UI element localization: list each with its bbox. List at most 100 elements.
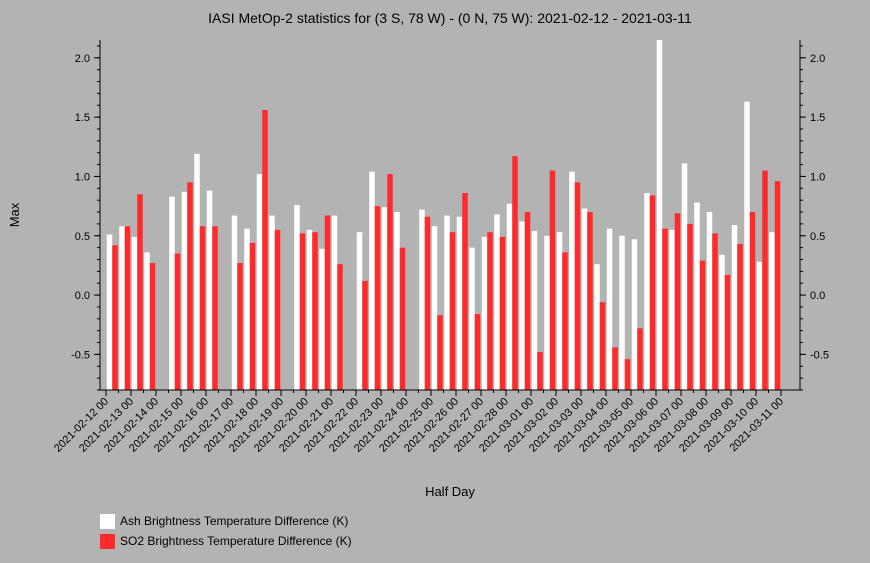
- ash-bar-17: [319, 248, 325, 390]
- y-tick-label-right: 0.0: [810, 290, 825, 302]
- so2-bar-21: [374, 206, 381, 390]
- ash-bar-25: [419, 209, 425, 390]
- ash-bar-39: [594, 264, 600, 390]
- so2-bar-51: [749, 212, 756, 390]
- so2-bar-52: [762, 170, 768, 390]
- so2-bar-40: [612, 347, 618, 390]
- ash-bar-18: [331, 215, 338, 390]
- so2-bar-26: [437, 315, 443, 390]
- so2-bar-45: [674, 213, 681, 390]
- ash-bar-32: [506, 203, 513, 390]
- ash-bar-38: [581, 208, 588, 390]
- ash-bar-45: [669, 229, 675, 390]
- so2-bar-11: [249, 242, 256, 390]
- ash-bar-30: [481, 236, 488, 390]
- so2-bar-39: [599, 302, 606, 390]
- so2-bar-28: [462, 193, 468, 390]
- ash-bar-13: [269, 215, 275, 390]
- ash-bar-8: [206, 190, 213, 390]
- legend-item-so2: SO2 Brightness Temperature Difference (K…: [100, 531, 352, 551]
- so2-bar-36: [562, 252, 568, 390]
- ash-bar-44: [656, 40, 663, 390]
- y-tick-label-left: -0.5: [71, 349, 90, 361]
- ash-bar-23: [394, 212, 400, 390]
- so2-bar-49: [724, 274, 731, 390]
- so2-bar-6: [187, 182, 193, 390]
- axes-layer: [99, 40, 801, 391]
- so2-bar-16: [312, 232, 318, 390]
- ash-bar-12: [256, 174, 263, 390]
- legend-item-ash: Ash Brightness Temperature Difference (K…: [100, 511, 352, 531]
- so2-bar-34: [537, 352, 543, 390]
- so2-bar-29: [474, 314, 481, 390]
- ash-bar-35: [544, 235, 550, 390]
- ash-bar-48: [706, 212, 713, 390]
- ash-bar-29: [469, 247, 475, 390]
- so2-bar-27: [449, 232, 456, 390]
- so2-bar-8: [212, 226, 218, 390]
- ash-bar-26: [431, 226, 438, 390]
- ash-bar-21: [369, 171, 375, 390]
- so2-bar-3: [149, 263, 156, 390]
- legend: Ash Brightness Temperature Difference (K…: [100, 511, 352, 551]
- ash-bar-46: [681, 163, 688, 390]
- legend-swatch-ash: [100, 513, 115, 529]
- ash-bar-37: [569, 171, 575, 390]
- ash-bar-41: [619, 235, 625, 390]
- ash-bar-2: [131, 236, 138, 390]
- so2-bar-44: [662, 228, 668, 390]
- legend-label-so2: SO2 Brightness Temperature Difference (K…: [120, 534, 352, 548]
- ash-bar-11: [244, 228, 250, 390]
- so2-bar-46: [687, 223, 693, 390]
- so2-bar-30: [487, 232, 493, 390]
- bars-layer: [106, 40, 781, 390]
- y-tick-label-right: 1.0: [810, 171, 825, 183]
- so2-bar-37: [574, 182, 581, 390]
- ash-bar-50: [731, 225, 738, 390]
- so2-bar-2: [137, 194, 143, 390]
- ash-bar-10: [231, 215, 238, 390]
- so2-bar-22: [387, 174, 393, 390]
- ash-bar-20: [356, 232, 363, 390]
- so2-bar-23: [399, 247, 406, 390]
- so2-bar-50: [737, 244, 743, 390]
- ash-bar-5: [169, 196, 175, 390]
- so2-bar-48: [712, 233, 718, 390]
- y-tick-label-left: 0.0: [75, 290, 90, 302]
- y-tick-label-right: 0.5: [810, 231, 825, 243]
- so2-bar-33: [524, 212, 531, 390]
- ash-bar-43: [644, 193, 650, 390]
- y-ticks-left: -0.5 0.0 0.5 1.0 1.5 2.0: [71, 45, 100, 391]
- ash-bar-47: [694, 202, 700, 390]
- y-tick-label-right: 2.0: [810, 53, 825, 65]
- ash-bar-36: [556, 232, 563, 390]
- y-tick-label-left: 1.0: [75, 171, 90, 183]
- so2-bar-32: [512, 156, 518, 390]
- so2-bar-15: [299, 233, 306, 390]
- ash-bar-52: [756, 261, 763, 390]
- so2-bar-0: [112, 245, 118, 390]
- y-tick-label-left: 0.5: [75, 231, 90, 243]
- so2-bar-41: [624, 359, 631, 390]
- ash-bar-15: [294, 204, 300, 390]
- so2-bar-12: [262, 110, 268, 390]
- ash-bar-28: [456, 216, 463, 390]
- so2-bar-43: [649, 195, 656, 390]
- so2-bar-17: [324, 215, 331, 390]
- chart-title: IASI MetOp-2 statistics for (3 S, 78 W) …: [208, 10, 692, 26]
- so2-bar-18: [337, 264, 343, 390]
- ash-bar-27: [444, 215, 450, 390]
- y-ticks-right: -0.5 0.0 0.5 1.0 1.5 2.0: [800, 45, 829, 391]
- y-tick-label-right: -0.5: [810, 349, 829, 361]
- so2-bar-13: [274, 229, 281, 390]
- so2-bar-25: [424, 216, 431, 390]
- ash-bar-1: [119, 226, 125, 390]
- so2-bar-38: [587, 212, 593, 390]
- so2-bar-53: [774, 181, 781, 390]
- so2-bar-7: [199, 226, 206, 390]
- legend-label-ash: Ash Brightness Temperature Difference (K…: [120, 514, 349, 528]
- so2-bar-31: [499, 236, 506, 390]
- so2-bar-10: [237, 263, 243, 390]
